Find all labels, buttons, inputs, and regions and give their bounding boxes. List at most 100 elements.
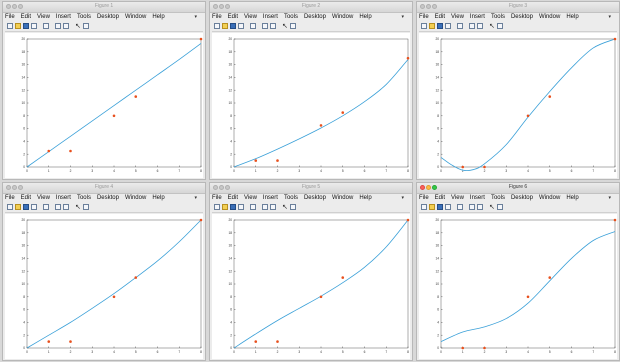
- minimize-window-button[interactable]: [426, 185, 431, 190]
- data-cursor-icon[interactable]: [83, 204, 89, 210]
- new-icon[interactable]: [421, 204, 427, 210]
- zoom-window-button[interactable]: [225, 4, 230, 9]
- close-window-button[interactable]: [420, 4, 425, 9]
- pan-icon[interactable]: [477, 204, 483, 210]
- menu-tools[interactable]: Tools: [283, 195, 298, 201]
- window-titlebar[interactable]: Figure 3: [417, 2, 619, 13]
- save-icon[interactable]: [23, 204, 29, 210]
- zoom-icon[interactable]: [457, 204, 463, 210]
- menu-help[interactable]: Help: [359, 195, 372, 201]
- minimize-window-button[interactable]: [426, 4, 431, 9]
- cursor-icon[interactable]: ↖: [489, 204, 495, 211]
- figure-window-6[interactable]: Figure 6 File Edit View Insert Tools Desktop Wi…: [416, 182, 620, 361]
- minimize-window-button[interactable]: [12, 185, 17, 190]
- menu-view[interactable]: View: [37, 195, 50, 201]
- new-icon[interactable]: [7, 23, 13, 29]
- data-cursor-icon[interactable]: [290, 23, 296, 29]
- menu-overflow-icon[interactable]: ▾: [608, 195, 611, 201]
- close-window-button[interactable]: [420, 185, 425, 190]
- menu-window[interactable]: Window: [124, 14, 147, 20]
- menu-file[interactable]: File: [419, 14, 429, 20]
- save-icon[interactable]: [230, 204, 236, 210]
- figure-window-2[interactable]: Figure 2 File Edit View Insert Tools Desktop Wi…: [209, 1, 413, 180]
- menu-tools[interactable]: Tools: [283, 14, 298, 20]
- minimize-window-button[interactable]: [219, 4, 224, 9]
- print-icon[interactable]: [31, 23, 37, 29]
- menu-window[interactable]: Window: [538, 195, 561, 201]
- menu-view[interactable]: View: [451, 195, 464, 201]
- print-icon[interactable]: [31, 204, 37, 210]
- pan-icon[interactable]: [63, 23, 69, 29]
- window-titlebar[interactable]: Figure 4: [3, 183, 205, 194]
- menu-insert[interactable]: Insert: [55, 195, 71, 201]
- zoom-window-button[interactable]: [225, 185, 230, 190]
- zoom-icon[interactable]: [43, 204, 49, 210]
- window-titlebar[interactable]: Figure 2: [210, 2, 412, 13]
- menu-overflow-icon[interactable]: ▾: [608, 14, 611, 20]
- menu-desktop[interactable]: Desktop: [510, 195, 533, 201]
- close-window-button[interactable]: [213, 4, 218, 9]
- close-window-button[interactable]: [213, 185, 218, 190]
- zoom-icon[interactable]: [43, 23, 49, 29]
- new-icon[interactable]: [421, 23, 427, 29]
- menu-insert[interactable]: Insert: [262, 195, 278, 201]
- window-titlebar[interactable]: Figure 6: [417, 183, 619, 194]
- menu-edit[interactable]: Edit: [434, 195, 446, 201]
- figure-icon[interactable]: [262, 204, 268, 210]
- new-icon[interactable]: [214, 204, 220, 210]
- menu-edit[interactable]: Edit: [20, 14, 32, 20]
- menu-view[interactable]: View: [37, 14, 50, 20]
- zoom-icon[interactable]: [250, 204, 256, 210]
- menu-edit[interactable]: Edit: [227, 14, 239, 20]
- close-window-button[interactable]: [6, 4, 11, 9]
- zoom-window-button[interactable]: [18, 4, 23, 9]
- new-icon[interactable]: [214, 23, 220, 29]
- menu-edit[interactable]: Edit: [20, 195, 32, 201]
- new-icon[interactable]: [7, 204, 13, 210]
- open-icon[interactable]: [429, 23, 435, 29]
- minimize-window-button[interactable]: [12, 4, 17, 9]
- menu-window[interactable]: Window: [538, 14, 561, 20]
- menu-overflow-icon[interactable]: ▾: [401, 195, 404, 201]
- pan-icon[interactable]: [270, 23, 276, 29]
- menu-window[interactable]: Window: [331, 14, 354, 20]
- menu-desktop[interactable]: Desktop: [510, 14, 533, 20]
- print-icon[interactable]: [445, 23, 451, 29]
- menu-desktop[interactable]: Desktop: [96, 195, 119, 201]
- menu-help[interactable]: Help: [152, 14, 165, 20]
- save-icon[interactable]: [23, 23, 29, 29]
- data-cursor-icon[interactable]: [290, 204, 296, 210]
- menu-tools[interactable]: Tools: [76, 195, 91, 201]
- pan-icon[interactable]: [270, 204, 276, 210]
- menu-edit[interactable]: Edit: [227, 195, 239, 201]
- menu-view[interactable]: View: [244, 14, 257, 20]
- menu-insert[interactable]: Insert: [469, 195, 485, 201]
- cursor-icon[interactable]: ↖: [75, 204, 81, 211]
- pan-icon[interactable]: [477, 23, 483, 29]
- figure-icon[interactable]: [469, 204, 475, 210]
- menu-overflow-icon[interactable]: ▾: [194, 195, 197, 201]
- open-icon[interactable]: [222, 23, 228, 29]
- figure-icon[interactable]: [55, 204, 61, 210]
- save-icon[interactable]: [230, 23, 236, 29]
- menu-overflow-icon[interactable]: ▾: [401, 14, 404, 20]
- menu-insert[interactable]: Insert: [262, 14, 278, 20]
- figure-icon[interactable]: [262, 23, 268, 29]
- cursor-icon[interactable]: ↖: [282, 23, 288, 30]
- menu-file[interactable]: File: [5, 14, 15, 20]
- figure-window-4[interactable]: Figure 4 File Edit View Insert Tools Desktop Wi…: [2, 182, 206, 361]
- open-icon[interactable]: [429, 204, 435, 210]
- pan-icon[interactable]: [63, 204, 69, 210]
- print-icon[interactable]: [238, 23, 244, 29]
- menu-file[interactable]: File: [419, 195, 429, 201]
- cursor-icon[interactable]: ↖: [75, 23, 81, 30]
- open-icon[interactable]: [15, 204, 21, 210]
- menu-overflow-icon[interactable]: ▾: [194, 14, 197, 20]
- data-cursor-icon[interactable]: [497, 204, 503, 210]
- save-icon[interactable]: [437, 204, 443, 210]
- menu-tools[interactable]: Tools: [76, 14, 91, 20]
- print-icon[interactable]: [238, 204, 244, 210]
- data-cursor-icon[interactable]: [497, 23, 503, 29]
- figure-window-3[interactable]: Figure 3 File Edit View Insert Tools Desktop Wi…: [416, 1, 620, 180]
- figure-icon[interactable]: [55, 23, 61, 29]
